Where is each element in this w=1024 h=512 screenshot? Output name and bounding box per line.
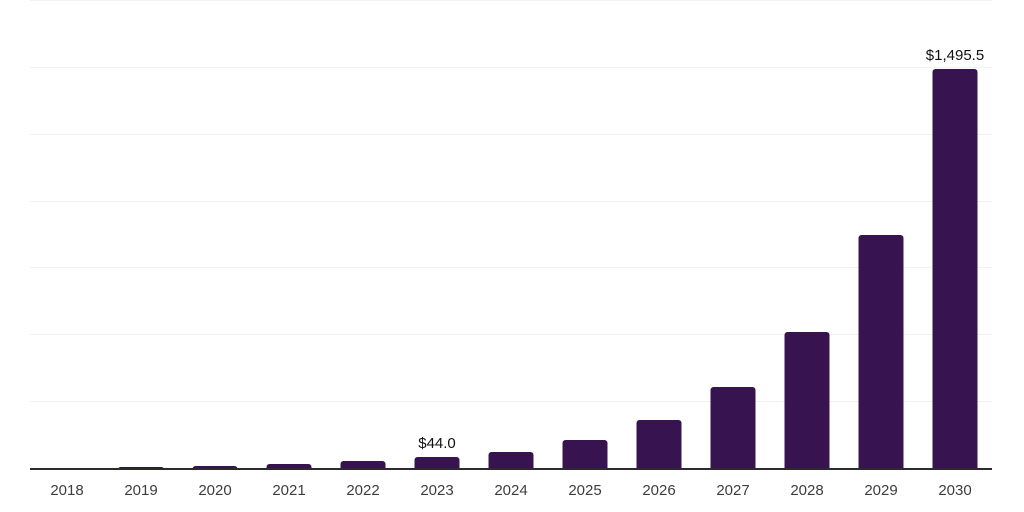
bar-slot-2018: [30, 1, 104, 469]
x-tick-label-2026: 2026: [642, 482, 676, 499]
gridline-1250: [30, 133, 992, 135]
bar-2020: [192, 465, 238, 469]
bar-slot-2025: [548, 1, 622, 469]
x-axis-line: [30, 468, 992, 470]
plot-area: $44.0 $1,495.5: [30, 0, 992, 470]
x-tick-label-2019: 2019: [124, 482, 158, 499]
x-tick-label-2023: 2023: [420, 482, 454, 499]
bar-2024: [488, 451, 534, 469]
x-tick-label-2021: 2021: [272, 482, 306, 499]
x-tick-label-2030: 2030: [938, 482, 972, 499]
bar-2026: [636, 419, 682, 469]
bars: $44.0 $1,495.5: [30, 1, 992, 469]
bar-value-label-2023: $44.0: [418, 435, 456, 453]
bar-slot-2023: $44.0: [400, 1, 474, 469]
bar-2025: [562, 439, 608, 469]
bar-slot-2021: [252, 1, 326, 469]
gridline-250: [30, 401, 992, 403]
bar-slot-2027: [696, 1, 770, 469]
bar-2021: [266, 463, 312, 469]
x-axis-labels: 2018 2019 2020 2021 2022 2023 2024 2025 2026 2027…: [30, 482, 992, 499]
bar-2028: [784, 331, 830, 469]
bar-slot-2019: [104, 1, 178, 469]
bar-2022: [340, 460, 386, 469]
x-tick-label-2027: 2027: [716, 482, 750, 499]
bar-2030: [932, 69, 978, 469]
x-tick-label-2029: 2029: [864, 482, 898, 499]
x-tick-label-2025: 2025: [568, 482, 602, 499]
bar-slot-2029: [844, 1, 918, 469]
x-tick-label-2018: 2018: [50, 482, 84, 499]
bar-slot-2020: [178, 1, 252, 469]
bar-slot-2030: $1,495.5: [918, 1, 992, 469]
bar-slot-2026: [622, 1, 696, 469]
bar-2029: [858, 235, 904, 469]
gridline-1000: [30, 200, 992, 202]
bar-slot-2028: [770, 1, 844, 469]
bar-2023: [414, 457, 460, 469]
x-tick-label-2024: 2024: [494, 482, 528, 499]
bar-2027: [710, 386, 756, 469]
gridline-1750: [30, 0, 992, 1]
bar-slot-2024: [474, 1, 548, 469]
gridline-750: [30, 267, 992, 269]
bar-slot-2022: [326, 1, 400, 469]
gridline-1500: [30, 66, 992, 68]
x-tick-label-2028: 2028: [790, 482, 824, 499]
x-tick-label-2022: 2022: [346, 482, 380, 499]
gridline-500: [30, 334, 992, 336]
bar-value-label-2030: $1,495.5: [925, 47, 985, 65]
x-tick-label-2020: 2020: [198, 482, 232, 499]
